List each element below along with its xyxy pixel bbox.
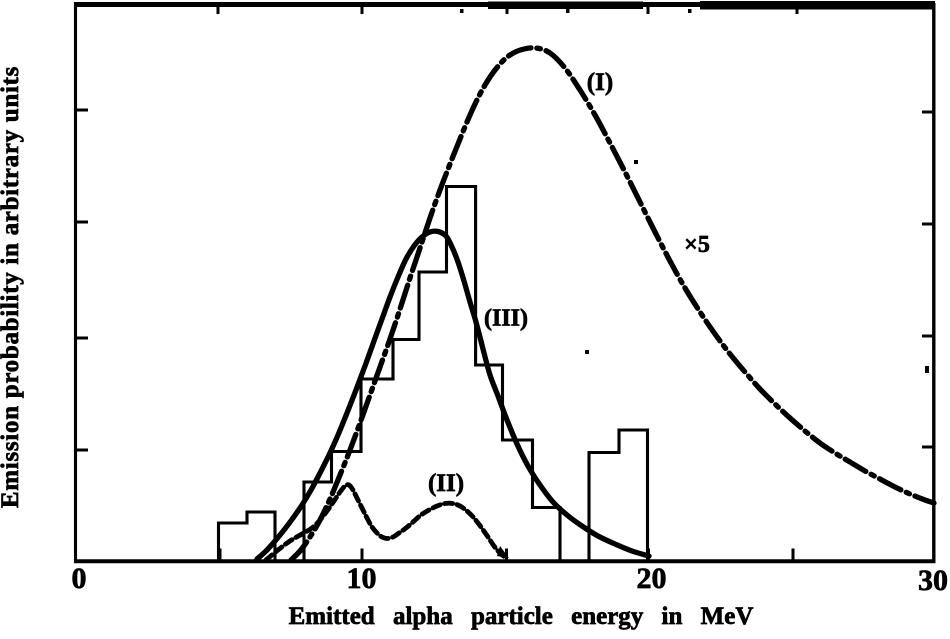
svg-text:(II): (II) — [428, 470, 464, 497]
svg-text:0: 0 — [72, 562, 87, 595]
svg-text:10: 10 — [347, 562, 377, 595]
svg-text:20: 20 — [637, 562, 667, 595]
svg-text:Emitted alpha particle energy: Emitted alpha particle energy in MeV — [289, 603, 754, 630]
svg-text:×5: ×5 — [684, 232, 710, 258]
svg-text:(III): (III) — [484, 306, 528, 332]
svg-text:Emission probability in arbitr: Emission probability in arbitrary units — [0, 66, 24, 508]
svg-text:30: 30 — [918, 564, 948, 597]
svg-text:(I): (I) — [587, 69, 613, 96]
